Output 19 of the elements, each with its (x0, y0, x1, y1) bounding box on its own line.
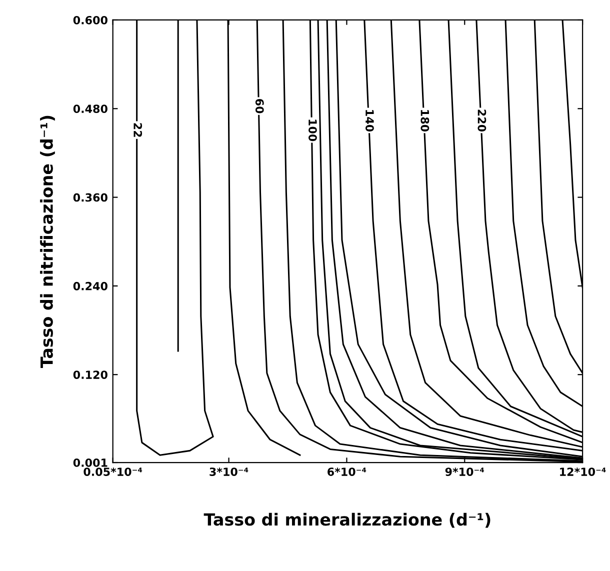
y-tick-label: 0.360 (73, 193, 108, 202)
text: 100 (308, 120, 317, 142)
y-tick-label: 0.480 (73, 104, 108, 114)
x-tick-label: 12*10⁻⁴ (560, 468, 606, 476)
y-tick-label: 0.600 (73, 16, 108, 24)
text: 60 (255, 99, 264, 114)
x-tick-label: 9*10⁻⁴ (445, 468, 484, 476)
y-tick-label: 0.240 (73, 282, 108, 290)
text: 140 (366, 110, 374, 132)
x-tick-label: 3*10⁻⁴ (210, 468, 248, 476)
y-axis-title: Tasso di nitrificazione (d⁻¹) (40, 116, 55, 368)
text: 180 (420, 110, 430, 132)
y-tick-label: 0.120 (73, 370, 108, 379)
x-axis-title: Tasso di mineralizzazione (d⁻¹) (204, 512, 490, 528)
x-tick-label: 6*10⁻⁴ (328, 468, 366, 476)
y-tick-label: 0.001 (73, 458, 108, 467)
x-tick-label: 0.05*10⁻⁴ (84, 468, 142, 476)
text: 22 (134, 123, 142, 137)
text: 220 (478, 110, 486, 132)
